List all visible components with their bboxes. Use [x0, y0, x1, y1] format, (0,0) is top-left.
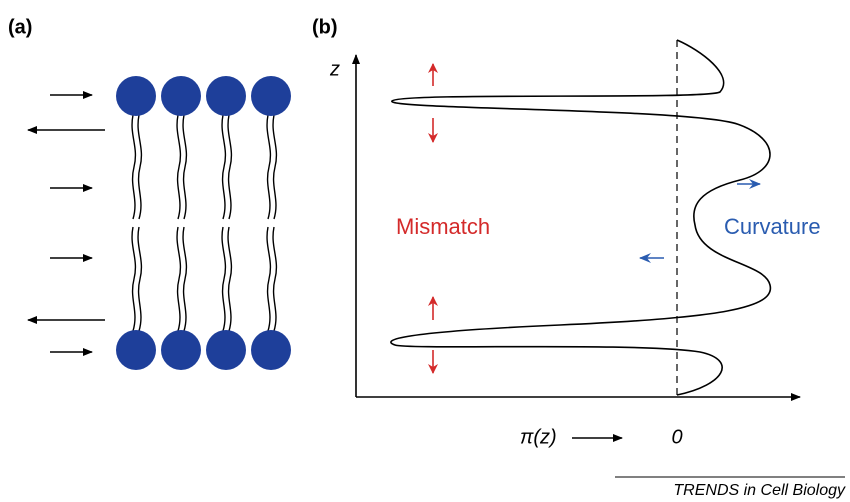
- force-arrows: [28, 95, 105, 352]
- lipid-heads: [116, 76, 291, 370]
- panel-label: (a): [8, 16, 32, 38]
- zero-label: 0: [671, 426, 682, 448]
- axis-label: z: [329, 58, 340, 80]
- x-label: π(z): [520, 426, 557, 448]
- footer: TRENDS in Cell Biology: [673, 482, 846, 499]
- mismatch-label: Mismatch: [396, 214, 490, 239]
- figure: (a) (b) z Mismatch Curvature π(z) 0 TREN…: [0, 0, 850, 502]
- curvature-label: Curvature: [724, 214, 821, 239]
- panel-label: (b): [312, 16, 338, 38]
- tails: [132, 115, 276, 331]
